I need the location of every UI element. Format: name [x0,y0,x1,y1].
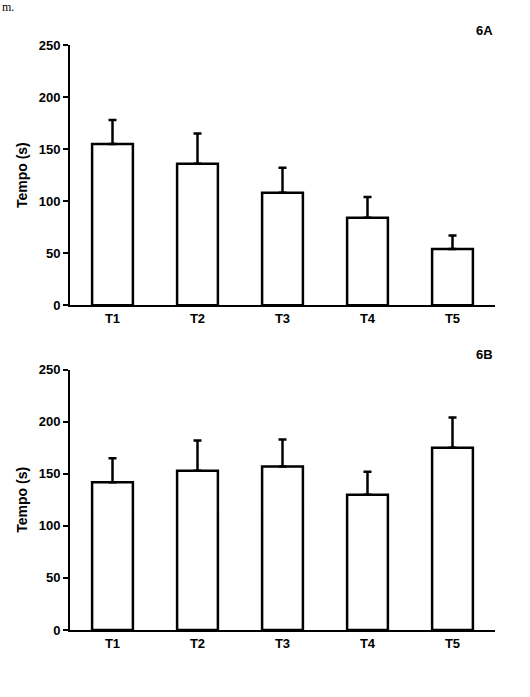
svg-text:T5: T5 [445,311,460,326]
svg-text:T4: T4 [360,311,376,326]
svg-text:T2: T2 [190,311,205,326]
svg-text:T3: T3 [275,311,290,326]
svg-text:0: 0 [53,298,60,313]
svg-text:T5: T5 [445,636,460,651]
svg-text:100: 100 [39,194,61,209]
svg-text:T4: T4 [360,636,376,651]
svg-text:250: 250 [39,38,61,53]
svg-text:T1: T1 [105,311,120,326]
svg-text:Tempo (s): Tempo (s) [14,467,30,533]
svg-text:200: 200 [39,414,61,429]
svg-text:Tempo (s): Tempo (s) [14,142,30,208]
svg-text:6B: 6B [476,347,493,362]
svg-text:50: 50 [46,570,60,585]
svg-text:150: 150 [39,142,61,157]
svg-text:100: 100 [39,518,61,533]
svg-text:150: 150 [39,466,61,481]
svg-text:200: 200 [39,90,61,105]
svg-text:50: 50 [46,246,60,261]
svg-text:6A: 6A [476,23,493,38]
html-text:m.: m. [2,0,15,14]
svg-text:0: 0 [53,623,60,638]
svg-text:T3: T3 [275,636,290,651]
svg-text:T1: T1 [105,636,120,651]
svg-text:T2: T2 [190,636,205,651]
svg-text:250: 250 [39,362,61,377]
